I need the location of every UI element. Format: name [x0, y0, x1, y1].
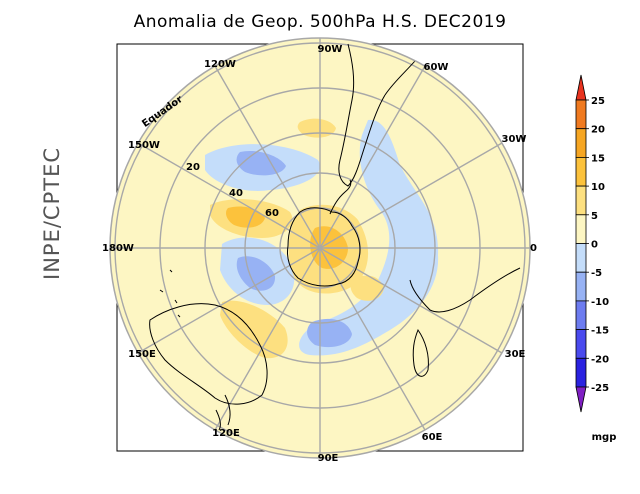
colorbar-tick-label: -25 [591, 383, 609, 394]
lon-label-30w: 30W [502, 134, 527, 145]
colorbar-band [575, 214, 587, 244]
coastlines [149, 43, 521, 431]
lat-label-40: 40 [229, 188, 243, 199]
lon-label-150w: 150W [128, 140, 160, 151]
graticule [110, 38, 530, 458]
coast-africa [409, 267, 521, 313]
meridian-60e-120w [214, 65, 426, 431]
coast-new-zealand-north [215, 409, 221, 431]
coast-new-zealand [224, 394, 231, 426]
colorbar-tick-label: 10 [591, 182, 605, 193]
latitude-labels: 20 40 60 [186, 162, 279, 219]
map-rim [109, 37, 531, 459]
colorbar-scale: 25 20 15 10 5 0 -5 -10 -15 -20 -25 [575, 74, 609, 413]
colorbar-tick-label: -20 [591, 354, 609, 365]
colorbar-band [575, 357, 587, 388]
colorbar-tick-label: 15 [591, 153, 605, 164]
lon-label-0: 0 [530, 243, 537, 254]
coast-antarctic-peninsula [329, 179, 352, 215]
lat-label-60: 60 [265, 208, 279, 219]
colorbar-band [575, 243, 587, 273]
colorbar-tick-label: 20 [591, 125, 605, 136]
lon-label-120e: 120E [212, 428, 240, 439]
chart-title: Anomalia de Geop. 500hPa H.S. DEC2019 [133, 12, 507, 32]
colorbar-unit: mgp [592, 432, 617, 443]
lon-label-120w: 120W [204, 59, 236, 70]
colorbar-tick-label: -10 [591, 297, 609, 308]
coast-australia [149, 303, 268, 405]
lon-label-90w: 90W [318, 44, 343, 55]
colorbar-tick-label: 0 [591, 240, 598, 251]
lon-label-150e: 150E [128, 349, 156, 360]
colorbar-band [575, 156, 587, 187]
lon-label-90e: 90E [318, 453, 339, 464]
coast-south-america [338, 43, 386, 187]
coast-antarctica [287, 207, 361, 287]
colorbar-band [575, 99, 587, 130]
lon-label-60e: 60E [422, 432, 443, 443]
colorbar-top-triangle [575, 74, 587, 101]
lon-label-60w: 60W [424, 62, 449, 73]
colorbar-band [575, 128, 587, 158]
lat-label-20: 20 [186, 162, 200, 173]
colorbar-band [575, 185, 587, 216]
colorbar-tick-label: -5 [591, 268, 602, 279]
coast-pacific-islands [159, 269, 181, 318]
colorbar-tick-label: 5 [591, 211, 598, 222]
colorbar-band [575, 271, 587, 302]
colorbar-band [575, 329, 587, 359]
pos-east [350, 275, 384, 301]
pos-northwest-core [226, 206, 265, 228]
colorbar-tick-label: -15 [591, 326, 609, 337]
neg-core-south [307, 318, 352, 348]
colorbar-tick-label: 25 [591, 96, 605, 107]
lon-label-30e: 30E [505, 349, 526, 360]
lon-label-180w: 180W [102, 243, 134, 254]
colorbar-band [575, 300, 587, 330]
coast-madagascar [412, 328, 429, 377]
colorbar-bottom-triangle [575, 386, 587, 413]
longitude-labels: 90W 60W 30W 0 30E 60E 90E 120E 150E 180W… [102, 44, 537, 464]
